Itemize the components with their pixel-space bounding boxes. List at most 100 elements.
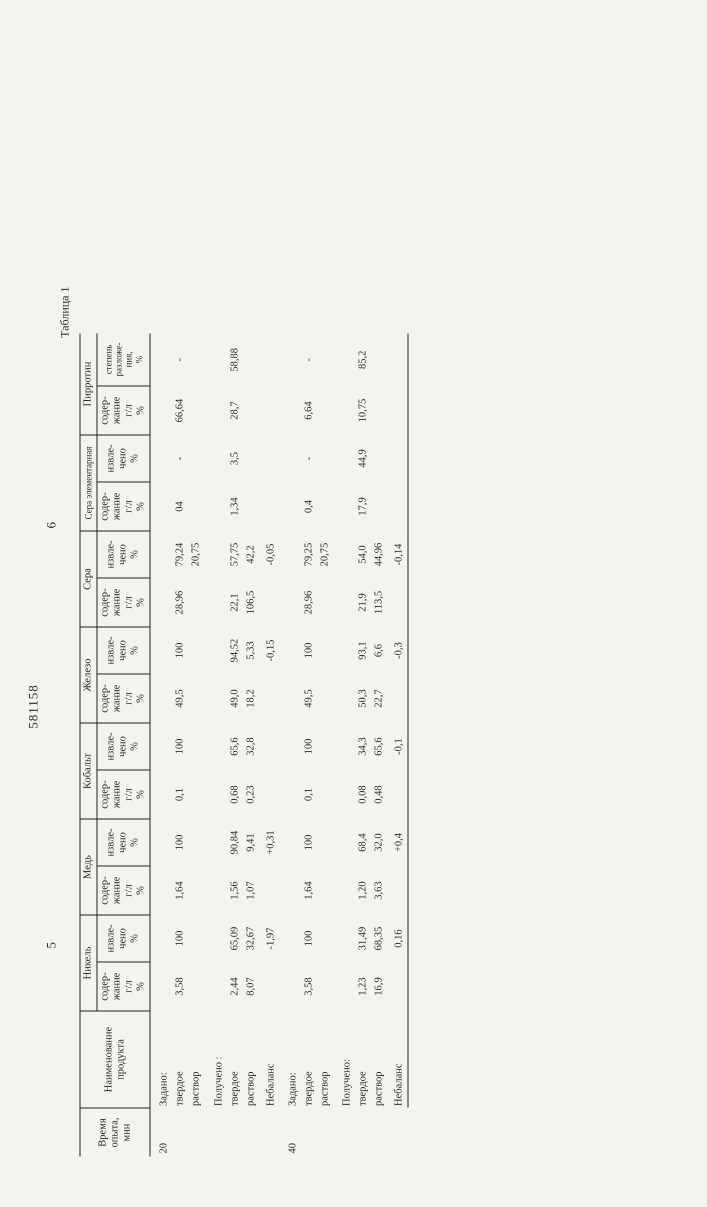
cell-value <box>372 334 388 387</box>
cell-value <box>279 770 301 819</box>
cell-value <box>317 962 333 1011</box>
cell-value: 106,5 <box>243 578 259 627</box>
cell-value <box>205 334 227 387</box>
cell-value: 100 <box>301 819 317 866</box>
cell-value <box>189 770 205 819</box>
cell-value <box>333 866 355 915</box>
cell-value <box>333 531 355 578</box>
cell-value: 0,4 <box>301 482 317 531</box>
cell-value <box>279 334 301 387</box>
cell-time: 20 <box>150 1108 279 1157</box>
cell-value: +0,31 <box>259 819 279 866</box>
cell-value <box>189 674 205 723</box>
cell-value: 0,1 <box>173 770 189 819</box>
cell-value: 28,96 <box>301 578 317 627</box>
cell-value: 9,41 <box>243 819 259 866</box>
sub-s-a: содер-жаниег/л% <box>97 578 150 627</box>
cell-value <box>205 915 227 962</box>
cell-value <box>317 435 333 482</box>
cell-value <box>150 578 173 627</box>
cell-value: 0,16 <box>388 915 409 962</box>
group-elem-sulfur: Сера элементарная <box>80 435 97 531</box>
cell-value <box>150 819 173 866</box>
sub-py-a: содер-жаниег/л% <box>97 386 150 435</box>
sub-fe-b: извле-чено% <box>97 627 150 674</box>
cell-value <box>150 627 173 674</box>
cell-value <box>333 674 355 723</box>
cell-value <box>243 482 259 531</box>
table-body: 20Задано:твердое3,581001,641000,110049,5… <box>150 334 408 1157</box>
cell-value <box>388 866 409 915</box>
cell-value <box>205 819 227 866</box>
cell-value <box>259 674 279 723</box>
cell-value <box>205 770 227 819</box>
cell-value: -1,97 <box>259 915 279 962</box>
cell-value <box>150 531 173 578</box>
cell-value <box>279 819 301 866</box>
cell-value <box>333 334 355 387</box>
group-sulfur: Сера <box>80 531 97 627</box>
cell-value <box>279 531 301 578</box>
cell-value <box>388 334 409 387</box>
cell-value <box>189 482 205 531</box>
cell-value: 1,64 <box>301 866 317 915</box>
cell-value <box>333 723 355 770</box>
cell-value <box>189 334 205 387</box>
cell-value: 100 <box>173 819 189 866</box>
sub-s-b: извле-чено% <box>97 531 150 578</box>
cell-value <box>333 578 355 627</box>
cell-value: 0,1 <box>301 770 317 819</box>
table-row: твердое3,581001,641000,110049,510028,967… <box>301 334 317 1157</box>
cell-value <box>317 386 333 435</box>
cell-value <box>189 962 205 1011</box>
cell-value <box>259 770 279 819</box>
table-row: твердое1,2331,491,2068,40,0834,350,393,1… <box>356 334 372 1157</box>
group-pyrrotin: Пирротин <box>80 334 97 436</box>
cell-value: -0,15 <box>259 627 279 674</box>
cell-value: 100 <box>301 915 317 962</box>
cell-product: твердое <box>301 1011 317 1108</box>
cell-value <box>279 866 301 915</box>
cell-value <box>317 578 333 627</box>
cell-product: твердое <box>173 1011 189 1108</box>
cell-value <box>259 386 279 435</box>
cell-value <box>150 915 173 962</box>
group-nickel: Никель <box>80 915 97 1011</box>
cell-value <box>150 674 173 723</box>
cell-value <box>189 578 205 627</box>
cell-value <box>388 674 409 723</box>
cell-value: 6,6 <box>372 627 388 674</box>
cell-value <box>372 482 388 531</box>
cell-value: 6,64 <box>301 386 317 435</box>
cell-value: 2,44 <box>227 962 243 1011</box>
cell-value: 49,5 <box>173 674 189 723</box>
cell-value: 1,23 <box>356 962 372 1011</box>
sub-cu-a: содер-жаниег/л% <box>97 866 150 915</box>
cell-product: Небаланс <box>259 1011 279 1108</box>
cell-value: 94,52 <box>227 627 243 674</box>
cell-value: 49,5 <box>301 674 317 723</box>
sub-se-a: содер-жаниег/л% <box>97 482 150 531</box>
cell-value <box>317 915 333 962</box>
cell-value: 0,23 <box>243 770 259 819</box>
cell-value <box>317 334 333 387</box>
cell-value <box>388 482 409 531</box>
col-product: Наименованиепродукта <box>80 1011 150 1108</box>
cell-value <box>388 770 409 819</box>
cell-value: 57,75 <box>227 531 243 578</box>
cell-value: 100 <box>173 915 189 962</box>
cell-value: 100 <box>173 723 189 770</box>
cell-value <box>279 915 301 962</box>
cell-value: -0,3 <box>388 627 409 674</box>
cell-value <box>205 435 227 482</box>
cell-value <box>243 334 259 387</box>
cell-product: Небаланс <box>388 1011 409 1108</box>
cell-value: 3,5 <box>227 435 243 482</box>
cell-value: 113,5 <box>372 578 388 627</box>
cell-value: 04 <box>173 482 189 531</box>
cell-value: 100 <box>173 627 189 674</box>
cell-value <box>205 482 227 531</box>
cell-value: 100 <box>301 627 317 674</box>
sub-co-b: извле-чено% <box>97 723 150 770</box>
cell-value <box>388 435 409 482</box>
